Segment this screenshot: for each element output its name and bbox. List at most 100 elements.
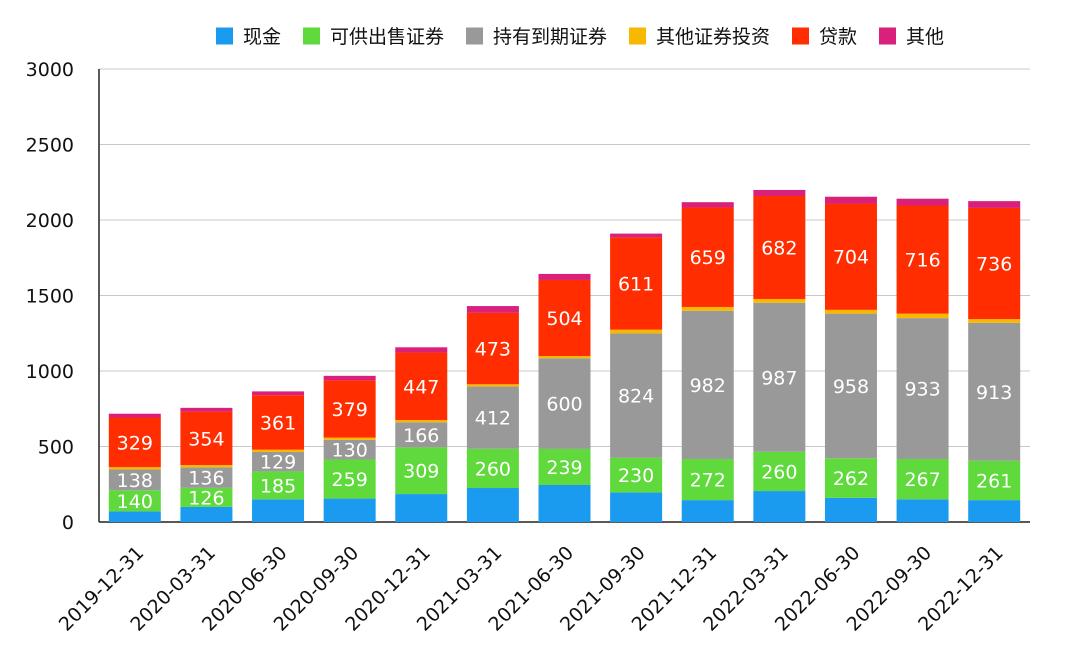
y-tick-label: 1000 [26, 361, 74, 383]
data-label: 987 [761, 367, 797, 389]
bar-segment [395, 422, 448, 448]
y-tick-label: 2500 [26, 135, 74, 157]
bar-segment [753, 298, 806, 303]
bar-segment [466, 448, 519, 489]
legend-label: 其他 [906, 26, 944, 48]
data-label: 260 [475, 458, 511, 480]
data-label: 230 [618, 465, 654, 487]
data-label: 958 [833, 376, 869, 398]
bar-segment [395, 494, 448, 522]
bar-segment [395, 447, 448, 495]
bar-segment [466, 312, 519, 385]
data-label: 704 [833, 247, 869, 269]
legend-label: 现金 [243, 26, 281, 48]
bar-segment [323, 380, 376, 438]
bar-segment [968, 207, 1021, 320]
bar-segment [108, 417, 161, 468]
data-label: 140 [117, 491, 153, 513]
x-axis: 2019-12-312020-03-312020-06-302020-09-30… [55, 542, 1008, 636]
bar-segment [252, 395, 305, 450]
data-label: 412 [475, 408, 511, 430]
bar-segment [466, 384, 519, 387]
data-label: 260 [761, 461, 797, 483]
bar-segment [108, 413, 161, 418]
bar-segment [824, 458, 877, 498]
bar-segment [538, 358, 591, 449]
bar-segment [968, 201, 1021, 208]
data-label: 716 [904, 250, 940, 272]
bar-segment [753, 195, 806, 299]
bar-segment [968, 319, 1021, 323]
bar-segment [753, 491, 806, 522]
data-label: 682 [761, 237, 797, 259]
bar-segment [252, 499, 305, 522]
bar-segment [681, 207, 734, 307]
data-label: 504 [546, 308, 582, 330]
bar-segment [538, 273, 591, 280]
legend-swatch [216, 27, 233, 45]
bar-segment [824, 196, 877, 204]
bar-segment [968, 500, 1021, 522]
bar-segment [323, 459, 376, 499]
data-label: 262 [833, 468, 869, 490]
bar-segment [538, 448, 591, 486]
bar-segment [968, 460, 1021, 501]
bar-segment [466, 306, 519, 313]
data-label: 913 [976, 382, 1012, 404]
bar-segment [610, 457, 663, 493]
bar-segment [180, 487, 233, 507]
legend-label: 贷款 [819, 26, 857, 48]
bar-segment [180, 411, 233, 466]
data-label: 473 [475, 339, 511, 361]
y-tick-label: 3000 [26, 59, 74, 81]
bar-segment [180, 465, 233, 468]
bar-segment [610, 237, 663, 330]
data-label: 185 [260, 475, 296, 497]
y-axis: 0 500 1000 1500 2000 2500 3000 [26, 59, 1030, 534]
data-label: 126 [188, 487, 224, 509]
bar-segment [108, 490, 161, 512]
bar-segment [252, 391, 305, 396]
legend-swatch [466, 27, 483, 45]
bar-segment [538, 279, 591, 357]
data-label: 611 [618, 273, 654, 295]
bar-segment [180, 506, 233, 522]
bar-segment [323, 439, 376, 460]
bar-segment [753, 451, 806, 492]
data-label: 736 [976, 253, 1012, 275]
data-label: 261 [976, 470, 1012, 492]
bar-segment [538, 356, 591, 359]
bar-segment [681, 306, 734, 311]
bar-segment [323, 437, 376, 440]
data-label: 166 [403, 425, 439, 447]
bar-segment [323, 375, 376, 381]
legend-label: 其他证券投资 [656, 26, 770, 48]
bar-segment [824, 203, 877, 310]
bar-segment [108, 467, 161, 470]
bar-segment [180, 467, 233, 488]
data-label: 600 [546, 394, 582, 416]
bar-segment [252, 471, 305, 500]
bar-segment [753, 189, 806, 196]
bar-segment [824, 497, 877, 522]
data-label: 267 [904, 469, 940, 491]
bar-segment [466, 488, 519, 522]
y-tick-label: 0 [62, 512, 74, 534]
bar-segment [538, 485, 591, 522]
legend: 现金 可供出售证券 持有到期证券 其他证券投资 贷款 其他 [216, 26, 944, 48]
bar-segment [180, 407, 233, 412]
data-label: 354 [188, 428, 224, 450]
legend-swatch [879, 27, 896, 45]
y-tick-label: 1500 [26, 286, 74, 308]
bar-segment [610, 333, 663, 458]
bar-segment [681, 310, 734, 460]
bar-segment [753, 302, 806, 452]
bar-segment [824, 309, 877, 314]
bar-segment [896, 198, 949, 206]
bar-segment [466, 386, 519, 449]
legend-label: 可供出售证券 [330, 26, 444, 48]
bar-segment [323, 498, 376, 522]
bar-segment [896, 313, 949, 319]
data-label: 130 [332, 440, 368, 462]
